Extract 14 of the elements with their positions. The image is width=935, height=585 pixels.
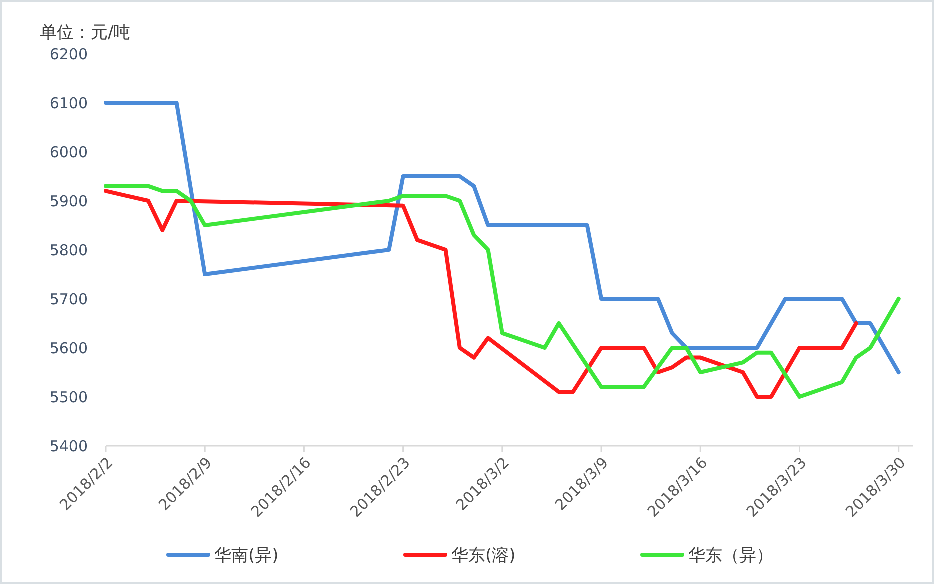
y-axis-title: 单位：元/吨 [40,23,131,43]
legend-label: 华南(异) [214,546,279,566]
y-tick-label: 5700 [50,290,88,308]
legend-label: 华东(溶) [452,546,516,566]
y-tick-label: 6100 [50,94,88,112]
y-tick-label: 5600 [50,339,88,358]
legend-label: 华东（异） [688,546,774,566]
y-tick-label: 5900 [50,192,88,210]
y-tick-label: 6000 [50,143,88,162]
line-series [104,101,901,374]
y-tick-label: 5500 [50,388,88,406]
y-tick-label: 5400 [50,437,88,456]
y-tick-label: 6200 [50,45,88,64]
y-tick-label: 5800 [50,241,88,260]
